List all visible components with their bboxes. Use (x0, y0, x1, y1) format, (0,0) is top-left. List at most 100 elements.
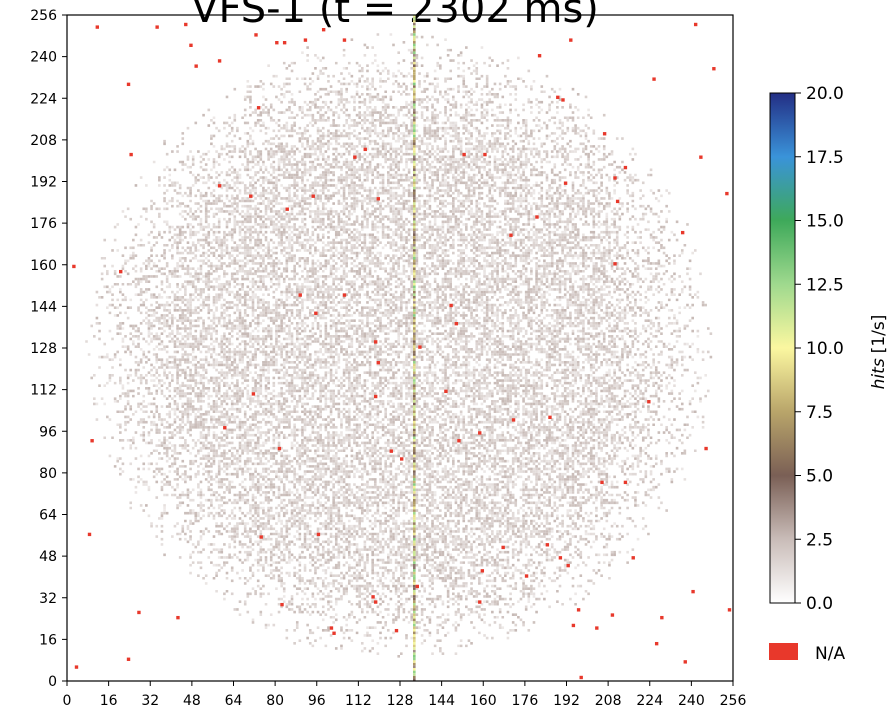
na-pixel (623, 480, 628, 485)
heatmap-cell-group (413, 660, 416, 663)
heatmap-cell-group (413, 410, 416, 414)
na-pixel (457, 439, 461, 443)
na-pixel (90, 439, 94, 443)
na-pixel (654, 641, 659, 646)
heatmap-cell-group (413, 415, 416, 419)
heatmap-cell-group (413, 618, 416, 622)
heatmap-cell-group (413, 243, 416, 247)
heatmap-cell-group (413, 246, 416, 250)
y-tick-label: 144 (30, 299, 57, 315)
heatmap-cell-group (413, 587, 416, 590)
heatmap-cell-group (413, 545, 416, 549)
na-pixel (579, 675, 583, 680)
heatmap-cell-group (413, 173, 416, 177)
colorbar-tick-label: 2.5 (806, 530, 833, 550)
na-pixel (371, 595, 375, 599)
heatmap-cell-group (413, 256, 416, 260)
heatmap-cell-group (413, 111, 416, 114)
heatmap-cell-group (413, 288, 416, 291)
x-tick-label: 48 (183, 693, 201, 709)
y-tick-label: 112 (30, 383, 57, 399)
x-tick-label: 192 (553, 693, 580, 709)
heatmap-cell-group (413, 392, 416, 395)
na-pixel (316, 532, 321, 537)
heatmap-cell-group (413, 220, 416, 224)
heatmap-cell-group (413, 142, 416, 146)
heatmap-cell-group (413, 233, 416, 681)
na-pixel (126, 657, 131, 661)
heatmap-cell-group (413, 280, 416, 283)
heatmap-cell-group (413, 610, 416, 614)
heatmap-cell-group (413, 191, 416, 195)
na-pixel (184, 22, 188, 27)
heatmap-cell-group (413, 236, 416, 239)
heatmap-cell-group (413, 241, 416, 244)
na-pixel (342, 38, 347, 42)
heatmap-cell-group (413, 28, 416, 31)
heatmap-cell-group (413, 72, 416, 75)
y-tick-label: 32 (39, 591, 57, 607)
na-pixel (680, 230, 685, 235)
heatmap-cell-group (413, 176, 416, 179)
na-pixel (223, 426, 227, 430)
heatmap-cell-group (413, 48, 416, 52)
heatmap-cell-group (413, 558, 416, 562)
heatmap-cell-group (413, 82, 416, 86)
heatmap-cell-group (413, 584, 416, 588)
heatmap-cell-group (413, 337, 416, 341)
y-tick-label: 64 (39, 508, 57, 524)
na-pixel (691, 589, 695, 594)
na-pixel (249, 194, 253, 198)
na-pixel (478, 600, 482, 604)
heatmap-cell-group (413, 121, 416, 125)
heatmap-cell-group (413, 491, 416, 494)
na-pixel (363, 147, 367, 152)
heatmap-cell-group (413, 293, 416, 296)
na-pixel (256, 106, 261, 110)
na-pixel (610, 613, 615, 617)
colorbar-tick-label: 7.5 (806, 403, 833, 423)
na-pixel (561, 98, 565, 102)
heatmap-cell-group (413, 348, 416, 351)
heatmap-cell-group (413, 478, 416, 481)
heatmap-cell-group (126, 59, 674, 622)
x-tick-label: 240 (678, 693, 705, 709)
heatmap-cell-group (413, 147, 416, 151)
heatmap-cell-group (413, 389, 416, 393)
na-pixel (537, 54, 542, 58)
colorbar-tick-label: 15.0 (806, 212, 844, 232)
heatmap-cell-group (413, 262, 416, 265)
x-tick-label: 64 (225, 693, 243, 709)
heatmap-cell-group (413, 675, 416, 679)
y-tick-label: 224 (30, 91, 57, 107)
x-tick-label: 176 (512, 693, 539, 709)
heatmap-cell-group (413, 238, 416, 242)
heatmap-cell-group (413, 563, 416, 567)
na-pixel (511, 418, 516, 422)
heatmap-cell-group (413, 95, 416, 99)
na-pixel (400, 457, 404, 461)
heatmap-cell-group (413, 615, 416, 619)
heatmap-cell-group (413, 223, 416, 226)
x-tick-label: 80 (266, 693, 284, 709)
na-pixel (613, 262, 617, 266)
na-pixel (558, 556, 563, 560)
heatmap-cell-group (413, 420, 416, 424)
heatmap-cell-group (413, 597, 416, 601)
legend-label-na: N/A (815, 644, 845, 664)
na-pixel (95, 25, 99, 29)
na-pixel (373, 600, 378, 604)
heatmap-cell-group (413, 334, 416, 338)
na-pixel (87, 532, 92, 537)
heatmap-cell-group (413, 423, 416, 427)
na-pixel (478, 431, 482, 435)
na-pixel (298, 293, 302, 297)
heatmap-cell-group (413, 628, 416, 637)
heatmap-cell-group (413, 35, 416, 39)
na-pixel (275, 41, 279, 45)
na-pixel (727, 608, 732, 612)
heatmap-cell-group (413, 522, 416, 525)
na-pixel (126, 82, 131, 87)
na-pixel (704, 446, 708, 451)
na-pixel (303, 38, 308, 42)
